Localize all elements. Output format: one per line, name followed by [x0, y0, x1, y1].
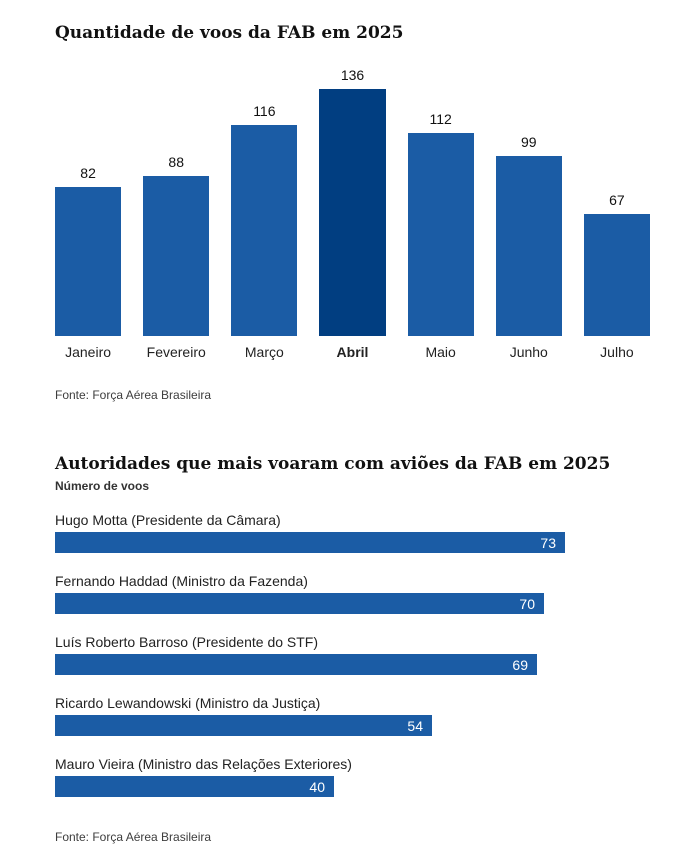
authority-row: Hugo Motta (Presidente da Câmara) 73 — [55, 512, 650, 553]
horizontal-bar-value-label: 54 — [407, 717, 423, 734]
month-label: Março — [244, 344, 284, 360]
monthly-flights-bars: 82 Janeiro 88 Fevereiro 116 Março 136 Abril 112 M… — [55, 66, 650, 362]
authority-label: Luís Roberto Barroso (Presidente do STF) — [55, 634, 319, 650]
authority-label: Mauro Vieira (Ministro das Relações Exte… — [55, 756, 352, 772]
month-label: Janeiro — [65, 344, 112, 360]
month-label: Maio — [425, 344, 456, 360]
authorities-chart-title: Autoridades que mais voaram com aviões d… — [55, 454, 611, 474]
authority-label: Ricardo Lewandowski (Ministro da Justiça… — [55, 695, 321, 711]
bar-value-label: 99 — [520, 134, 537, 150]
bar — [583, 214, 650, 336]
bar-column: 112 Maio — [407, 110, 474, 362]
bar-column: 116 Março — [231, 102, 298, 362]
monthly-flights-chart-title: Quantidade de voos da FAB em 2025 — [55, 23, 404, 43]
horizontal-bar: 73 — [55, 532, 565, 553]
bar-value-label: 112 — [429, 111, 452, 127]
bar — [495, 156, 562, 336]
bar-value-label: 136 — [340, 67, 365, 83]
month-label: Fevereiro — [146, 344, 206, 360]
bar-column: 88 Fevereiro — [143, 153, 210, 362]
authorities-source: Fonte: Força Aérea Brasileira — [55, 830, 212, 844]
authority-row: Luís Roberto Barroso (Presidente do STF)… — [55, 634, 650, 675]
authority-label: Fernando Haddad (Ministro da Fazenda) — [55, 573, 308, 589]
authority-row: Ricardo Lewandowski (Ministro da Justiça… — [55, 695, 650, 736]
bar-column: 67 Julho — [583, 191, 650, 362]
authority-row: Mauro Vieira (Ministro das Relações Exte… — [55, 756, 650, 797]
horizontal-bar: 70 — [55, 593, 544, 614]
horizontal-bar-value-label: 73 — [540, 534, 556, 551]
authorities-chart-subtitle: Número de voos — [55, 479, 150, 493]
horizontal-bar: 69 — [55, 654, 537, 675]
authorities-rows: Hugo Motta (Presidente da Câmara) 73 Ferna… — [55, 512, 650, 797]
horizontal-bar-value-label: 69 — [512, 656, 528, 673]
authority-row: Fernando Haddad (Ministro da Fazenda) 70 — [55, 573, 650, 614]
bar-value-label: 116 — [253, 103, 276, 119]
bar-column: 82 Janeiro — [55, 164, 122, 362]
authority-label: Hugo Motta (Presidente da Câmara) — [55, 512, 281, 528]
bar — [231, 125, 298, 336]
bar-value-label: 88 — [168, 154, 184, 170]
horizontal-bar: 54 — [55, 715, 432, 736]
bar-column: 99 Junho — [495, 133, 562, 362]
horizontal-bar-value-label: 70 — [519, 595, 535, 612]
bar — [55, 187, 122, 336]
bar-value-label: 82 — [80, 165, 96, 181]
month-label: Julho — [600, 344, 634, 360]
bar — [143, 176, 210, 336]
bar-column: 136 Abril — [319, 66, 386, 362]
month-label: Junho — [509, 344, 548, 360]
bar — [407, 133, 474, 336]
horizontal-bar: 40 — [55, 776, 334, 797]
month-label: Abril — [336, 344, 369, 360]
bar-highlighted — [319, 89, 386, 336]
bar-value-label: 67 — [609, 192, 625, 208]
page: Quantidade de voos da FAB em 2025 82 Jane… — [0, 22, 700, 845]
horizontal-bar-value-label: 40 — [309, 778, 325, 795]
monthly-flights-source: Fonte: Força Aérea Brasileira — [55, 388, 212, 402]
